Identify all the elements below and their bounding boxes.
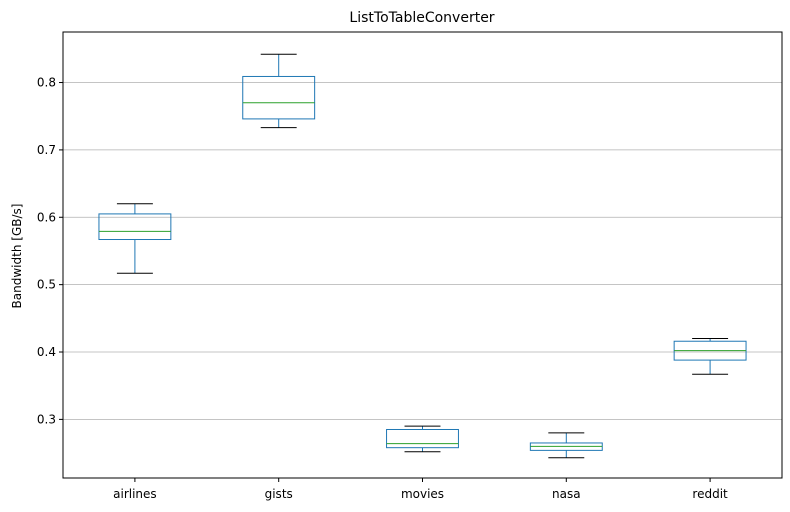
box-nasa — [529, 432, 603, 459]
y-tick-label: 0.6 — [37, 210, 56, 224]
box-movies — [386, 425, 459, 453]
iqr-box — [242, 75, 316, 120]
axes: 0.3 0.4 0.5 0.6 0.7 0.8 airlines gists movies nas… — [37, 76, 728, 501]
x-tick-label-gists: gists — [265, 487, 293, 501]
box-airlines — [98, 203, 172, 274]
x-tick-label-movies: movies — [401, 487, 444, 501]
x-tick-label-reddit: reddit — [692, 487, 728, 501]
iqr-box — [386, 428, 459, 449]
plot-frame — [62, 31, 783, 479]
y-tick-label: 0.5 — [37, 278, 56, 292]
box-gists — [242, 53, 316, 129]
boxes — [98, 53, 747, 459]
box-reddit — [673, 338, 747, 375]
x-tick-label-airlines: airlines — [113, 487, 157, 501]
chart-title: ListToTableConverter — [349, 10, 494, 26]
y-tick-label: 0.4 — [37, 345, 56, 359]
y-tick-label: 0.7 — [37, 143, 56, 157]
y-tick-label: 0.8 — [37, 76, 56, 90]
y-tick-label: 0.3 — [37, 412, 56, 426]
iqr-box — [98, 213, 172, 241]
y-axis-label: Bandwidth [GB/s] — [10, 204, 24, 309]
x-tick-label-nasa: nasa — [552, 487, 581, 501]
grid-lines — [63, 82, 782, 420]
